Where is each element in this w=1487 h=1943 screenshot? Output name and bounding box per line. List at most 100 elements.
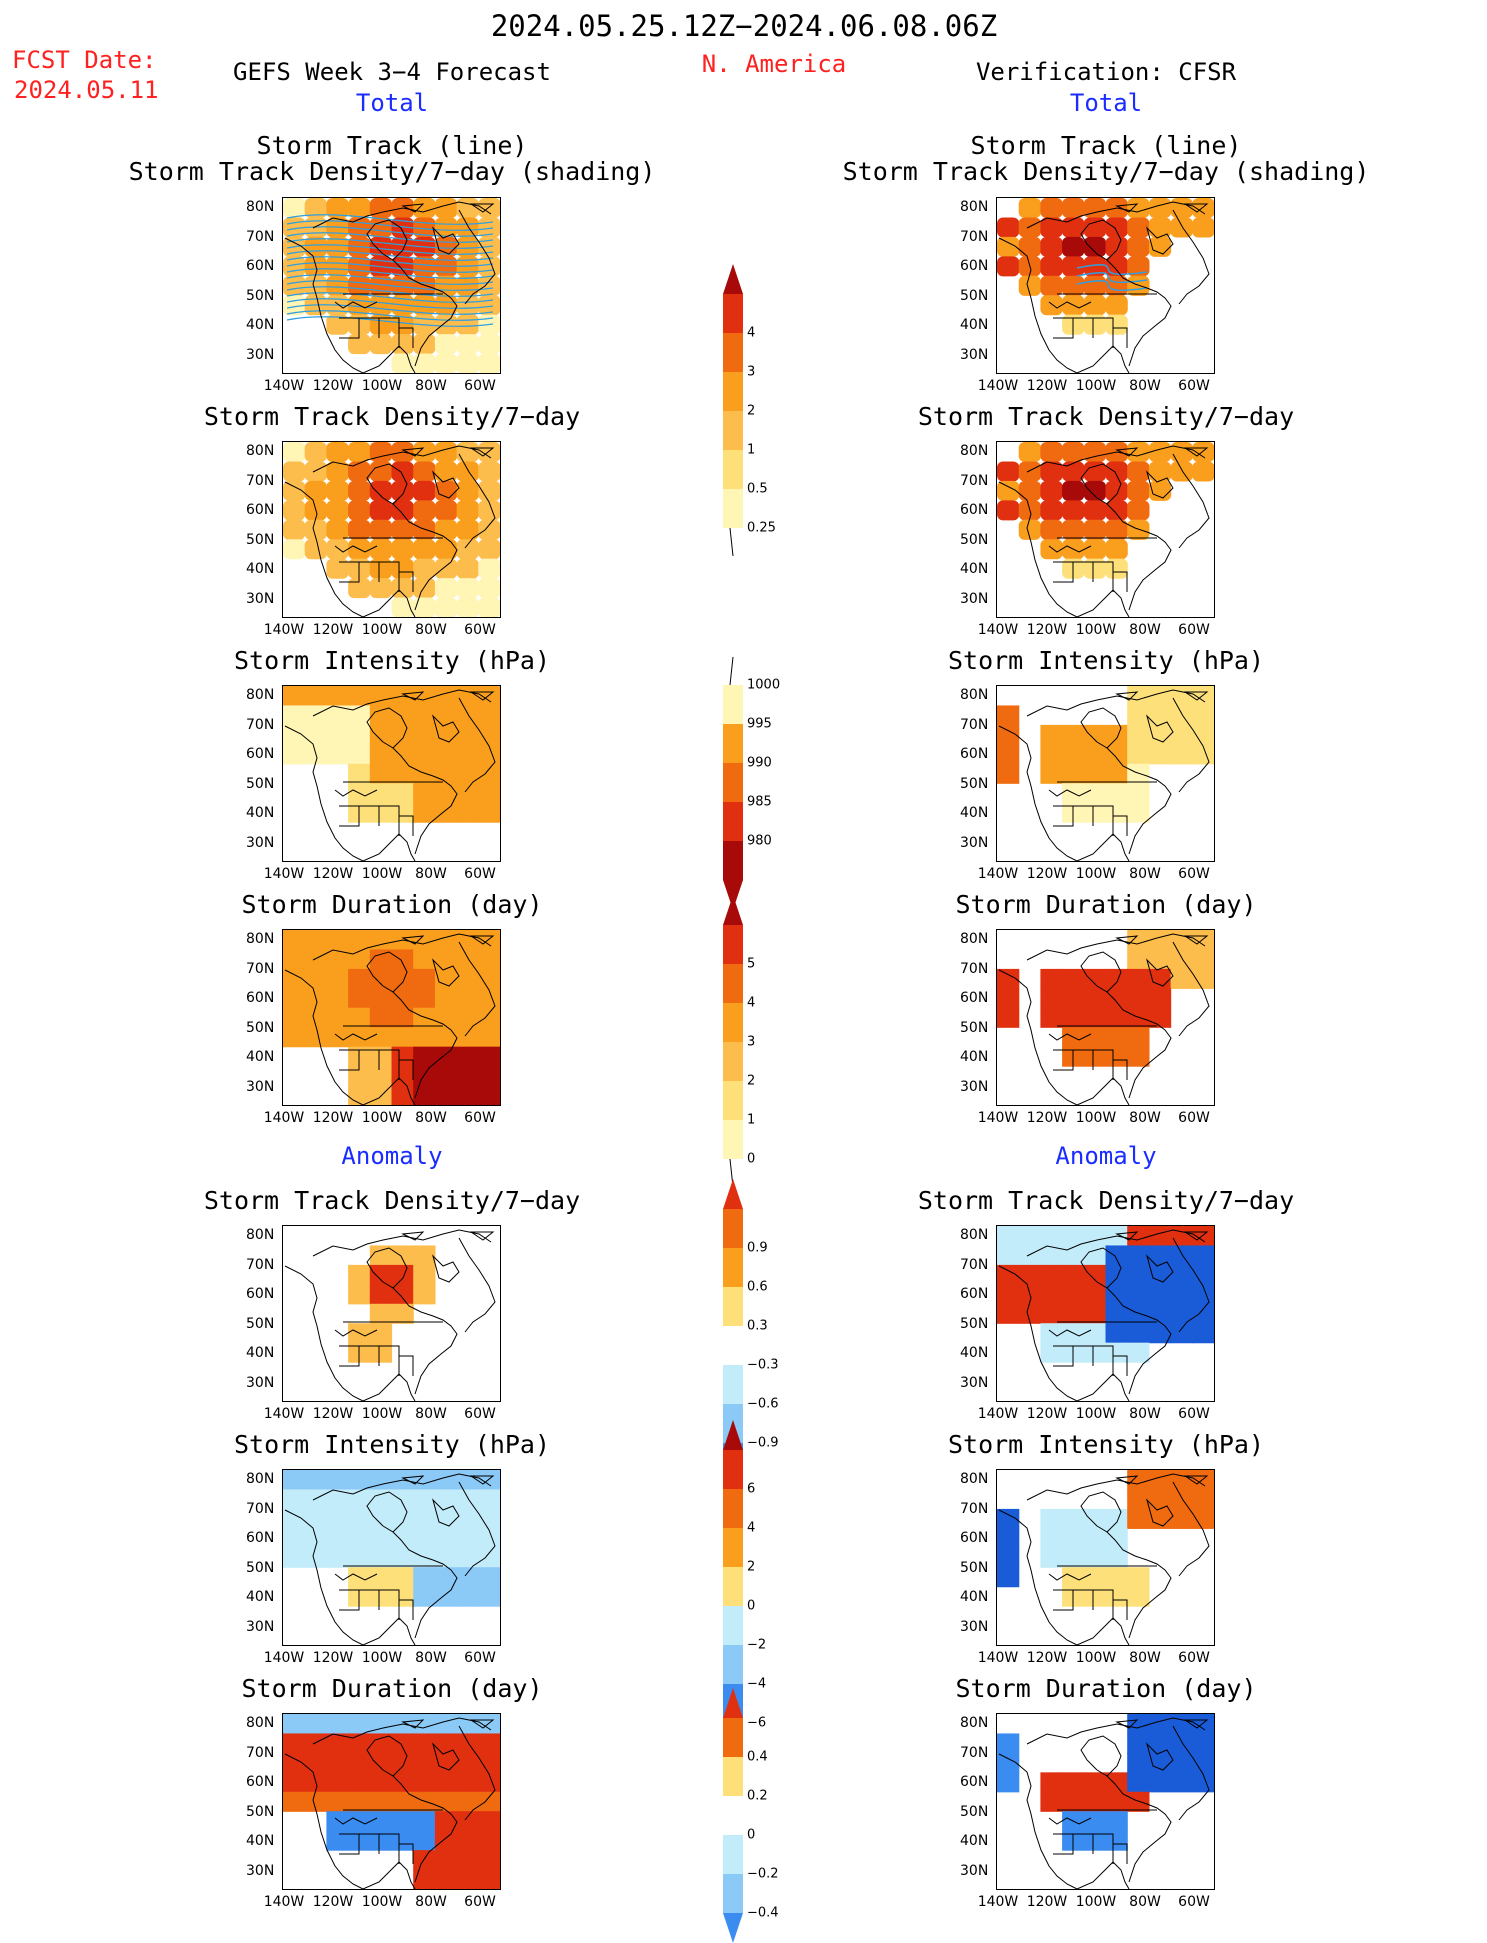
latitude-label: 70N xyxy=(246,228,275,245)
field-cell xyxy=(1062,988,1085,1009)
longitude-label: 100W xyxy=(361,1110,403,1126)
colorbar-tick-label: 0.4 xyxy=(747,1749,768,1765)
field-cell xyxy=(413,1752,436,1773)
latitude-label: 60N xyxy=(960,990,989,1006)
field-cell xyxy=(391,1547,414,1568)
field-cell xyxy=(456,686,479,707)
field-cell xyxy=(413,461,436,482)
field-cell xyxy=(1192,1245,1214,1266)
colorbar-segment xyxy=(723,1003,743,1042)
field-cell xyxy=(1192,744,1214,765)
colorbar-segment xyxy=(723,1606,743,1645)
field-cell xyxy=(456,1066,479,1087)
latitude-label: 80N xyxy=(246,1715,275,1731)
coastline xyxy=(334,1329,378,1337)
colorbar-tick-label: 2 xyxy=(747,1559,756,1575)
field-cell xyxy=(1083,275,1107,296)
latitude-label: 50N xyxy=(960,1019,989,1036)
storm-track-line xyxy=(286,280,494,291)
field-cell xyxy=(1127,1245,1150,1266)
field-cell xyxy=(304,968,327,989)
field-cell xyxy=(391,314,414,335)
coastline xyxy=(432,226,460,255)
field-cell xyxy=(434,1470,458,1491)
coastline xyxy=(1096,985,1172,1099)
storm-track-line xyxy=(286,274,494,285)
coastline xyxy=(1026,445,1206,473)
storm-track-line xyxy=(1076,272,1148,284)
colorbar-tick-label: 4 xyxy=(747,1520,756,1536)
coastline xyxy=(1048,1033,1092,1041)
field-cell xyxy=(1040,1245,1063,1266)
coastline xyxy=(998,725,1078,861)
field-cell xyxy=(478,275,500,296)
field-cell xyxy=(1083,802,1107,823)
field-cell xyxy=(456,968,479,989)
field-cell xyxy=(304,1714,327,1735)
field-cell xyxy=(1083,744,1107,765)
colorbar-segment xyxy=(723,1042,743,1081)
longitude-label: 140W xyxy=(977,378,1019,394)
latitude-label: 70N xyxy=(246,472,275,489)
field-cell xyxy=(1105,968,1128,989)
map-field xyxy=(997,1470,1214,1645)
field-cell xyxy=(1062,275,1085,296)
field-cell xyxy=(413,1714,436,1735)
field-cell xyxy=(1105,1342,1128,1363)
field-cell xyxy=(369,1791,393,1812)
field-cell xyxy=(369,783,393,804)
field-cell xyxy=(369,949,393,970)
field-cell xyxy=(1062,1284,1085,1305)
field-cell xyxy=(326,988,349,1009)
coastline xyxy=(366,1735,408,1777)
field-cell xyxy=(1192,1226,1214,1247)
field-cell xyxy=(1127,744,1150,765)
field-cell xyxy=(283,1772,306,1793)
field-cell xyxy=(478,1027,500,1048)
colorbar-segment xyxy=(723,1120,743,1159)
colorbar-segment xyxy=(723,1757,743,1796)
field-cell xyxy=(1105,1528,1128,1549)
field-cell xyxy=(391,744,414,765)
field-cell xyxy=(1105,236,1128,257)
coastline xyxy=(1112,1355,1128,1376)
latitude-label: 40N xyxy=(960,317,989,333)
latitude-label: 40N xyxy=(246,1049,275,1065)
field-cell xyxy=(348,1007,371,1028)
field-cell xyxy=(369,1830,393,1851)
field-cell xyxy=(391,1264,414,1285)
longitude-label: 80W xyxy=(415,622,447,638)
anomaly-left-label: Anomaly xyxy=(341,1142,443,1170)
coastline xyxy=(1115,935,1139,945)
coastline xyxy=(1096,1281,1172,1395)
field-cell xyxy=(456,1772,479,1793)
field-cell xyxy=(456,1470,479,1491)
map-field xyxy=(284,1229,496,1401)
field-cell xyxy=(369,334,393,355)
field-cell xyxy=(434,198,458,219)
coastline xyxy=(469,1719,495,1729)
field-cell xyxy=(1040,1323,1063,1344)
latitude-label: 60N xyxy=(960,1286,989,1302)
colorbar-tick-label: 0 xyxy=(747,1598,756,1614)
field-cell xyxy=(478,539,500,560)
field-cell xyxy=(456,1489,479,1510)
field-cell xyxy=(1105,480,1128,501)
map-duration-verification xyxy=(996,929,1215,1106)
latitude-label: 60N xyxy=(246,1286,275,1302)
field-cell xyxy=(283,1489,306,1510)
coastline xyxy=(1172,1481,1210,1577)
field-cell xyxy=(1105,724,1128,745)
field-cell xyxy=(1083,256,1107,277)
field-cell xyxy=(1127,783,1150,804)
field-cell xyxy=(391,1046,414,1067)
field-cell xyxy=(1083,1342,1107,1363)
latitude-label: 70N xyxy=(960,716,989,733)
field-cell xyxy=(1148,442,1172,463)
colorbar-tick-label: 990 xyxy=(747,755,772,771)
field-cell xyxy=(1127,500,1150,521)
field-cell xyxy=(391,519,414,540)
coastline xyxy=(1115,1475,1139,1485)
field-cell xyxy=(434,949,458,970)
colorbar-segment xyxy=(723,1209,743,1248)
